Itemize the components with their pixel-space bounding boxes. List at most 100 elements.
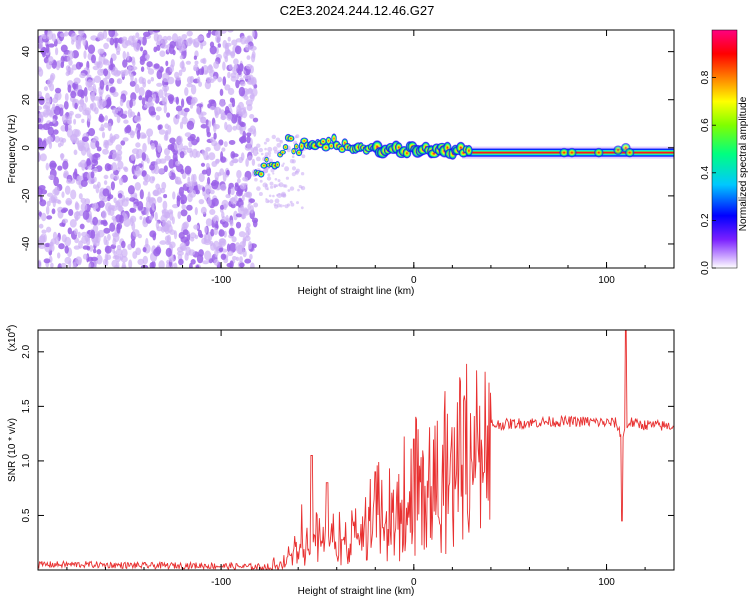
- noise-dot: [172, 191, 176, 200]
- noise-dot: [249, 253, 253, 260]
- snr-series: [38, 330, 674, 570]
- noise-dot: [236, 109, 241, 115]
- noise-dot: [120, 113, 128, 119]
- noise-dot: [121, 264, 127, 268]
- noise-dot: [106, 195, 111, 202]
- noise-dot: [226, 112, 233, 121]
- noise-dot: [61, 114, 67, 124]
- noise-dot: [163, 134, 168, 141]
- noise-dot: [50, 262, 54, 268]
- noise-dot: [233, 64, 238, 70]
- noise-dot: [52, 129, 59, 135]
- noise-dot: [234, 194, 238, 204]
- noise-dot: [220, 253, 227, 260]
- colorbar-tick-label: 0.8: [700, 70, 711, 84]
- noise-dot: [272, 172, 275, 175]
- noise-dot: [100, 220, 104, 225]
- noise-dot: [118, 177, 124, 186]
- noise-dot: [146, 61, 153, 68]
- noise-dot: [129, 131, 135, 139]
- noise-dot: [258, 147, 263, 153]
- spectrogram-x-axis-label: Height of straight line (km): [298, 286, 415, 297]
- noise-dot: [228, 64, 233, 70]
- noise-dot: [88, 128, 96, 137]
- noise-dot: [93, 248, 97, 254]
- noise-dot: [167, 76, 175, 85]
- noise-dot: [131, 148, 140, 155]
- noise-dot: [174, 142, 179, 151]
- noise-dot: [121, 39, 129, 49]
- noise-dot: [214, 248, 219, 258]
- noise-dot: [61, 234, 67, 243]
- noise-dot: [49, 83, 55, 92]
- noise-dot: [181, 98, 185, 108]
- noise-dot: [46, 226, 52, 233]
- noise-dot: [164, 155, 171, 161]
- noise-dot: [149, 176, 155, 184]
- noise-dot: [300, 186, 303, 189]
- noise-dot: [134, 182, 141, 191]
- noise-dot: [186, 76, 193, 84]
- noise-dot: [291, 172, 296, 177]
- noise-dot: [50, 194, 58, 203]
- noise-dot: [120, 140, 126, 146]
- noise-dot: [93, 176, 97, 183]
- noise-dot: [226, 243, 231, 252]
- noise-dot: [109, 133, 113, 143]
- noise-dot: [42, 34, 47, 40]
- noise-dot: [199, 116, 207, 124]
- noise-dot: [104, 252, 109, 262]
- noise-dot: [265, 198, 268, 201]
- noise-dot: [178, 141, 184, 151]
- noise-dot: [63, 172, 68, 179]
- noise-dot: [246, 141, 252, 150]
- noise-dot: [112, 108, 119, 115]
- noise-dot: [246, 55, 251, 60]
- noise-dot: [276, 193, 282, 198]
- noise-dot: [230, 114, 238, 124]
- noise-dot: [158, 260, 165, 268]
- noise-dot: [86, 246, 91, 251]
- noise-dot: [193, 66, 199, 72]
- noise-dot: [152, 30, 161, 33]
- noise-dot: [218, 108, 222, 114]
- noise-dot: [117, 160, 124, 170]
- noise-dot: [78, 162, 83, 168]
- noise-dot: [114, 38, 118, 49]
- noise-dot: [143, 31, 151, 37]
- noise-dot: [245, 44, 251, 51]
- noise-dot: [233, 210, 238, 221]
- noise-dot: [102, 196, 108, 203]
- noise-dot: [256, 152, 259, 155]
- noise-dot: [146, 128, 154, 137]
- noise-dot: [87, 113, 92, 122]
- noise-dot: [153, 46, 158, 53]
- noise-dot: [200, 124, 208, 129]
- noise-dot: [70, 32, 78, 43]
- noise-dot: [149, 163, 155, 171]
- noise-dot: [227, 250, 234, 257]
- noise-dot: [156, 196, 163, 203]
- noise-dot: [208, 30, 212, 36]
- noise-dot: [58, 243, 65, 250]
- noise-dot: [190, 98, 196, 106]
- noise-dot: [129, 99, 133, 109]
- noise-dot: [181, 43, 186, 52]
- noise-dot: [278, 183, 281, 186]
- signal-blob: [613, 145, 624, 156]
- noise-dot: [119, 214, 124, 224]
- noise-dot: [241, 194, 245, 202]
- noise-dot: [40, 233, 46, 244]
- noise-dot: [238, 115, 242, 125]
- noise-dot: [129, 197, 136, 202]
- noise-dot: [258, 192, 263, 196]
- noise-dot: [103, 142, 108, 148]
- noise-dot: [81, 136, 89, 143]
- noise-dot: [210, 228, 215, 237]
- noise-dot: [127, 185, 135, 195]
- noise-dot: [191, 174, 195, 183]
- noise-dot: [169, 257, 175, 263]
- noise-dot: [141, 77, 147, 85]
- noise-dot: [59, 222, 66, 227]
- noise-dot: [147, 68, 155, 75]
